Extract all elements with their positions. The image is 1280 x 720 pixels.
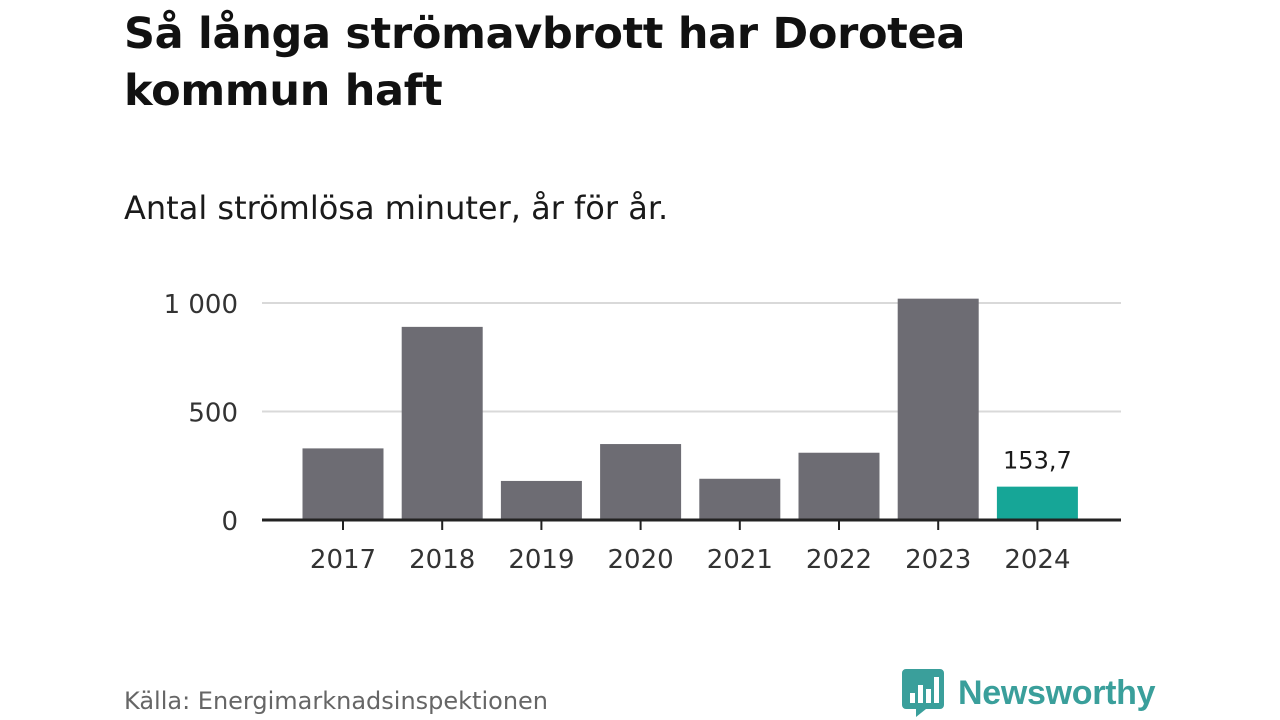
y-tick-label: 500 xyxy=(188,399,238,429)
bar-2020 xyxy=(600,444,682,520)
x-tick-label: 2020 xyxy=(608,545,674,575)
brand-name: Newsworthy xyxy=(958,673,1156,712)
brand-logo: Newsworthy xyxy=(902,668,1156,718)
bar-2017 xyxy=(302,448,384,520)
axes xyxy=(262,518,1121,530)
x-tick-label: 2022 xyxy=(806,545,872,575)
y-tick-label: 0 xyxy=(221,507,238,537)
x-tick-label: 2021 xyxy=(707,545,773,575)
data-label: 153,7 xyxy=(1003,447,1072,475)
bar-2024 xyxy=(996,486,1078,520)
x-tick-label: 2018 xyxy=(409,545,475,575)
bars xyxy=(302,298,1078,520)
bar-2019 xyxy=(500,480,582,520)
y-tick-label: 1 000 xyxy=(164,290,238,320)
x-tick-label: 2023 xyxy=(905,545,971,575)
grid-lines xyxy=(262,302,1121,413)
x-tick-label: 2019 xyxy=(508,545,574,575)
bar-2023 xyxy=(897,298,979,520)
chart-subtitle: Antal strömlösa minuter, år för år. xyxy=(124,189,669,227)
x-tick-label: 2024 xyxy=(1004,545,1070,575)
labels: 0 500 1 000 2017 2018 2019 2020 2021 2022 2023 202… xyxy=(164,290,1072,575)
chart-title: Så långa strömavbrott har Dorotea kommun… xyxy=(124,9,966,116)
bar-chart-speech-bubble-icon xyxy=(902,669,944,717)
bar-2021 xyxy=(699,478,781,520)
bar-2022 xyxy=(798,452,880,520)
x-tick-label: 2017 xyxy=(310,545,376,575)
source-note: Källa: Energimarknadsinspektionen xyxy=(124,687,549,715)
bar-2018 xyxy=(401,326,483,520)
